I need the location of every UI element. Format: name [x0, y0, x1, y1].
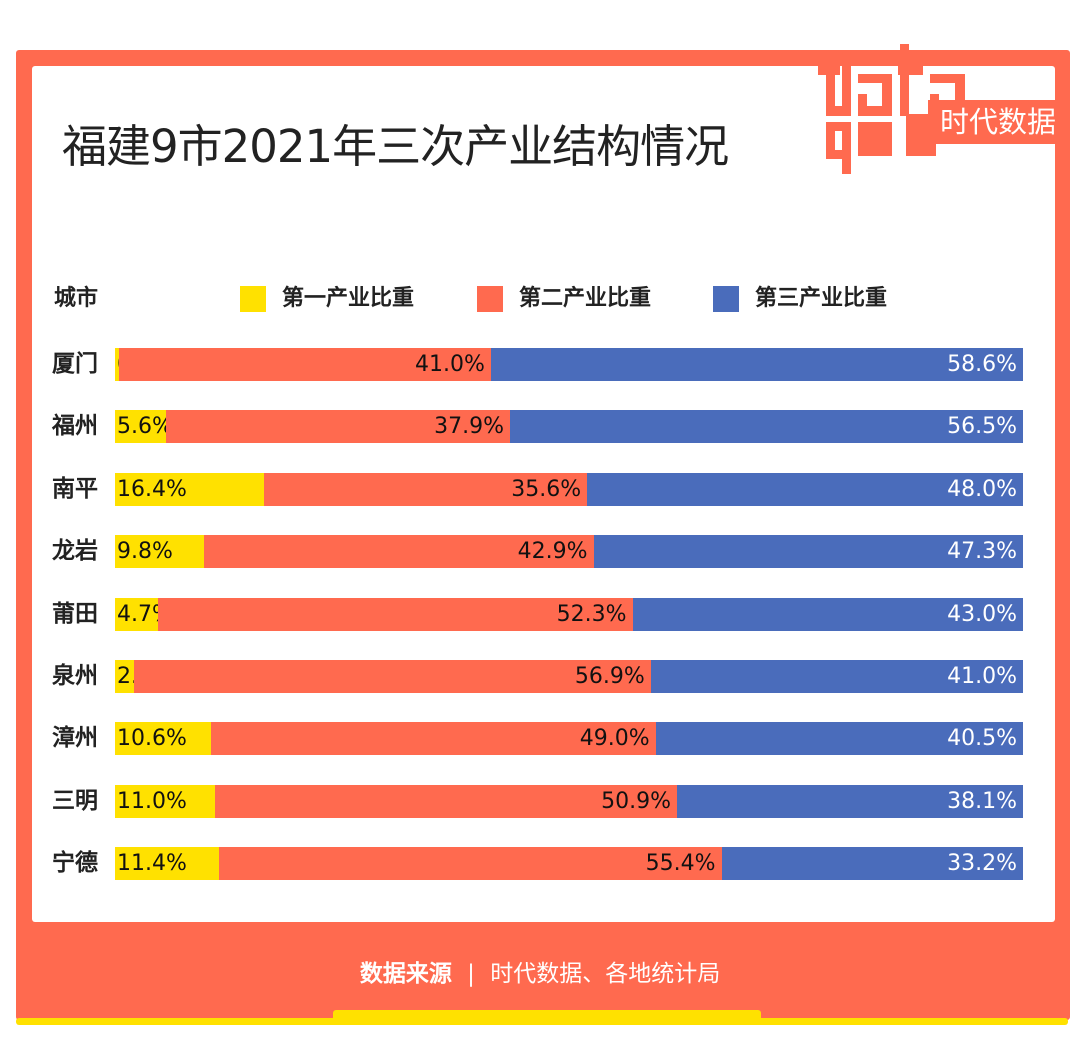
source-note: 数据来源 | 时代数据、各地统计局: [0, 954, 1080, 988]
city-label: 莆田: [52, 600, 98, 627]
data-label: 43.0%: [947, 601, 1017, 627]
data-label: 47.3%: [947, 539, 1017, 565]
data-label: 50.9%: [601, 788, 672, 814]
data-label: 35.6%: [511, 476, 582, 502]
bar-segment-3: [677, 784, 1023, 818]
city-label: 漳州: [52, 725, 98, 752]
data-label: 56.5%: [947, 414, 1017, 440]
city-label: 南平: [52, 475, 98, 502]
bar-segment-1: [115, 535, 204, 569]
bar-segment-3: [509, 410, 1023, 444]
logo-chinese-text: 时代数据: [928, 100, 1068, 144]
city-label: 宁德: [52, 850, 98, 877]
bar-segment-2: [263, 472, 588, 506]
data-label: 5.6%: [117, 414, 173, 440]
bar-segment-1: [115, 410, 166, 444]
legend: 城市 第一产业比重 第二产业比重 第三产业比重: [0, 282, 1080, 316]
bar-segment-2: [118, 348, 491, 381]
source-separator: |: [467, 961, 475, 987]
data-label: 33.2%: [947, 851, 1017, 877]
category-header: 城市: [54, 286, 99, 311]
data-label: 38.1%: [947, 788, 1017, 814]
bar-segment-3: [587, 472, 1023, 506]
bar-segment-2: [157, 597, 633, 631]
bar-segment-3: [490, 348, 1023, 381]
data-label: 56.9%: [574, 664, 645, 689]
bar-segment-3: [655, 722, 1023, 756]
bottom-accent-tab: [333, 1010, 761, 1022]
bar-segment-2: [203, 535, 594, 569]
bar-segment-2: [214, 784, 678, 818]
bar-segment-3: [593, 535, 1023, 569]
data-label: 41.0%: [947, 664, 1017, 689]
data-label: 55.4%: [645, 851, 716, 877]
legend-swatch: [240, 286, 266, 312]
data-label: 37.9%: [434, 414, 504, 440]
legend-swatch: [713, 286, 739, 312]
city-label: 龙岩: [52, 538, 98, 565]
data-label: 49.0%: [579, 726, 650, 752]
bar-segment-1: [115, 660, 135, 693]
data-label: 11.4%: [117, 851, 187, 877]
legend-label: 第二产业比重: [519, 286, 652, 311]
bar-segment-1: [115, 784, 215, 818]
data-label: 11.0%: [117, 788, 187, 814]
bar-segment-1: [115, 472, 264, 506]
legend-item-tertiary: 第三产业比重: [713, 282, 887, 316]
data-label: 48.0%: [947, 476, 1017, 502]
chart-title: 福建9市2021年三次产业结构情况: [62, 120, 729, 173]
data-label: 9.8%: [117, 539, 173, 565]
bar-segment-2: [218, 847, 722, 881]
data-label: 41.0%: [415, 352, 485, 377]
legend-label: 第三产业比重: [755, 286, 888, 311]
bar-segment-3: [632, 597, 1023, 631]
data-label: 40.5%: [947, 726, 1017, 752]
bar-segment-3: [650, 660, 1023, 693]
bar-segment-3: [721, 847, 1023, 881]
data-label: 52.3%: [556, 601, 627, 627]
data-label: 10.6%: [117, 726, 187, 752]
city-label: 厦门: [52, 351, 98, 377]
bar-segment-1: [115, 847, 219, 881]
legend-label: 第一产业比重: [282, 286, 415, 311]
legend-swatch: [477, 286, 503, 312]
datagod-logo: [818, 44, 965, 174]
bar-segment-2: [165, 410, 510, 444]
bar-segment-2: [211, 722, 656, 756]
city-label: 三明: [52, 787, 98, 814]
bar-segment-1: [115, 722, 212, 756]
city-label: 福州: [52, 413, 98, 440]
source-text: 时代数据、各地统计局: [490, 961, 721, 987]
legend-item-primary: 第一产业比重: [240, 282, 414, 316]
bar-segment-1: [115, 348, 119, 381]
data-label: 58.6%: [947, 352, 1017, 377]
bar-segment-2: [134, 660, 651, 693]
legend-item-secondary: 第二产业比重: [477, 282, 651, 316]
data-label: 42.9%: [517, 539, 588, 565]
source-label: 数据来源: [359, 961, 452, 987]
bar-segment-1: [115, 597, 158, 631]
data-label: 16.4%: [117, 476, 187, 502]
city-label: 泉州: [52, 663, 98, 689]
